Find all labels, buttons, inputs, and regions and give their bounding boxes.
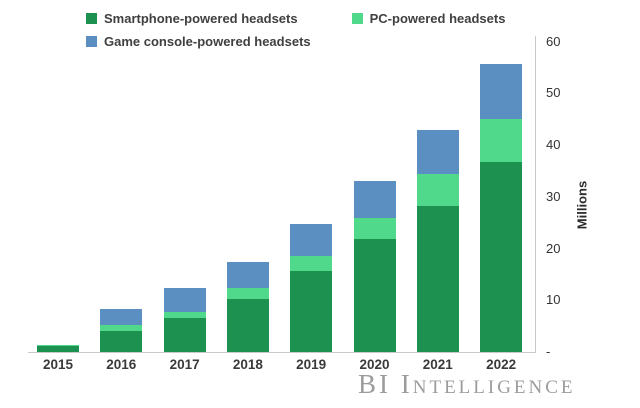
y-tick-40: 40	[546, 137, 561, 153]
x-tick-2021: 2021	[422, 357, 453, 372]
bar-2018	[226, 261, 269, 352]
bar-segment-2016-pc	[100, 324, 143, 332]
bar-segment-2021-smartphone	[416, 206, 459, 352]
y-tick-0: -	[546, 344, 551, 359]
bar-segment-2018-pc	[226, 287, 269, 300]
bar-segment-2020-smartphone	[353, 239, 396, 352]
bar-segment-2017-smartphone	[163, 317, 206, 352]
bar-segment-2019-pc	[290, 255, 333, 271]
bar-segment-2019-smartphone	[290, 270, 333, 352]
legend-row-1: Smartphone-powered headsets PC-powered h…	[86, 7, 559, 30]
bar-segment-2020-pc	[353, 218, 396, 240]
bar-segment-2020-console	[353, 180, 396, 219]
bar-2015	[37, 344, 79, 352]
y-axis-title: Millions	[574, 180, 590, 230]
y-tick-10: 10	[546, 292, 561, 308]
legend-swatch-pc-icon	[351, 13, 363, 24]
y-tick-50: 50	[546, 85, 561, 101]
bar-segment-2018-console	[226, 261, 269, 288]
legend-item-pc: PC-powered headsets	[351, 11, 506, 26]
bar-segment-2016-console	[100, 309, 143, 325]
bar-segment-2021-console	[416, 130, 459, 175]
x-tick-2020: 2020	[359, 357, 390, 372]
y-tick-20: 20	[546, 240, 561, 256]
chart-legend: Smartphone-powered headsets PC-powered h…	[86, 7, 559, 53]
y-tick-60: 60	[546, 33, 561, 49]
bar-segment-2015-console	[37, 344, 79, 346]
bar-2017	[163, 288, 206, 352]
bar-2020	[353, 180, 396, 352]
bar-segment-2015-smartphone	[37, 345, 79, 352]
bar-2021	[416, 130, 459, 352]
bar-segment-2015-pc	[37, 345, 79, 346]
bar-segment-2017-pc	[163, 311, 206, 318]
bar-2022	[480, 63, 523, 352]
bar-2016	[100, 309, 143, 352]
legend-row-2: Game console-powered headsets	[86, 30, 559, 53]
legend-label-pc: PC-powered headsets	[369, 11, 506, 26]
bar-segment-2022-pc	[480, 119, 523, 163]
bar-segment-2016-smartphone	[100, 331, 143, 352]
legend-label-smartphone: Smartphone-powered headsets	[104, 11, 298, 26]
bar-segment-2018-smartphone	[226, 299, 269, 352]
plot-area	[28, 36, 536, 353]
watermark-bi-intelligence: BI Intelligence	[358, 369, 576, 399]
x-tick-2022: 2022	[486, 357, 517, 372]
x-tick-2016: 2016	[106, 357, 137, 372]
y-tick-30: 30	[546, 188, 561, 204]
x-tick-2019: 2019	[296, 357, 327, 372]
x-tick-2015: 2015	[42, 357, 74, 372]
bar-segment-2019-console	[290, 224, 333, 256]
bar-segment-2022-smartphone	[480, 162, 523, 352]
legend-item-smartphone: Smartphone-powered headsets	[86, 11, 298, 26]
legend-swatch-smartphone-icon	[86, 13, 97, 24]
bar-segment-2022-console	[480, 63, 523, 120]
legend-item-console: Game console-powered headsets	[86, 34, 311, 49]
bar-2019	[290, 224, 333, 352]
x-tick-2017: 2017	[169, 357, 200, 372]
x-tick-2018: 2018	[232, 357, 263, 372]
legend-label-console: Game console-powered headsets	[104, 34, 311, 49]
bar-segment-2021-pc	[416, 174, 459, 207]
legend-swatch-console-icon	[86, 36, 97, 47]
bar-segment-2017-console	[163, 288, 206, 312]
